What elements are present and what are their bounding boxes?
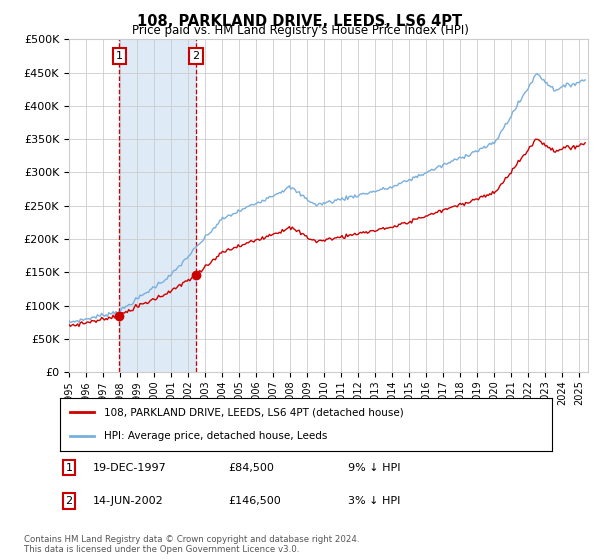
Text: Contains HM Land Registry data © Crown copyright and database right 2024.
This d: Contains HM Land Registry data © Crown c…	[24, 535, 359, 554]
Bar	[119, 39, 196, 372]
Text: 2: 2	[192, 51, 199, 61]
Text: 108, PARKLAND DRIVE, LEEDS, LS6 4PT: 108, PARKLAND DRIVE, LEEDS, LS6 4PT	[137, 14, 463, 29]
Text: 9% ↓ HPI: 9% ↓ HPI	[348, 463, 401, 473]
Text: 3% ↓ HPI: 3% ↓ HPI	[348, 496, 400, 506]
Text: 108, PARKLAND DRIVE, LEEDS, LS6 4PT (detached house): 108, PARKLAND DRIVE, LEEDS, LS6 4PT (det…	[104, 408, 404, 418]
Text: 1: 1	[116, 51, 123, 61]
Text: HPI: Average price, detached house, Leeds: HPI: Average price, detached house, Leed…	[104, 431, 328, 441]
Text: £84,500: £84,500	[228, 463, 274, 473]
Text: 1: 1	[65, 463, 73, 473]
Text: 14-JUN-2002: 14-JUN-2002	[93, 496, 164, 506]
Text: 2: 2	[65, 496, 73, 506]
Text: £146,500: £146,500	[228, 496, 281, 506]
Text: Price paid vs. HM Land Registry's House Price Index (HPI): Price paid vs. HM Land Registry's House …	[131, 24, 469, 36]
Text: 19-DEC-1997: 19-DEC-1997	[93, 463, 167, 473]
